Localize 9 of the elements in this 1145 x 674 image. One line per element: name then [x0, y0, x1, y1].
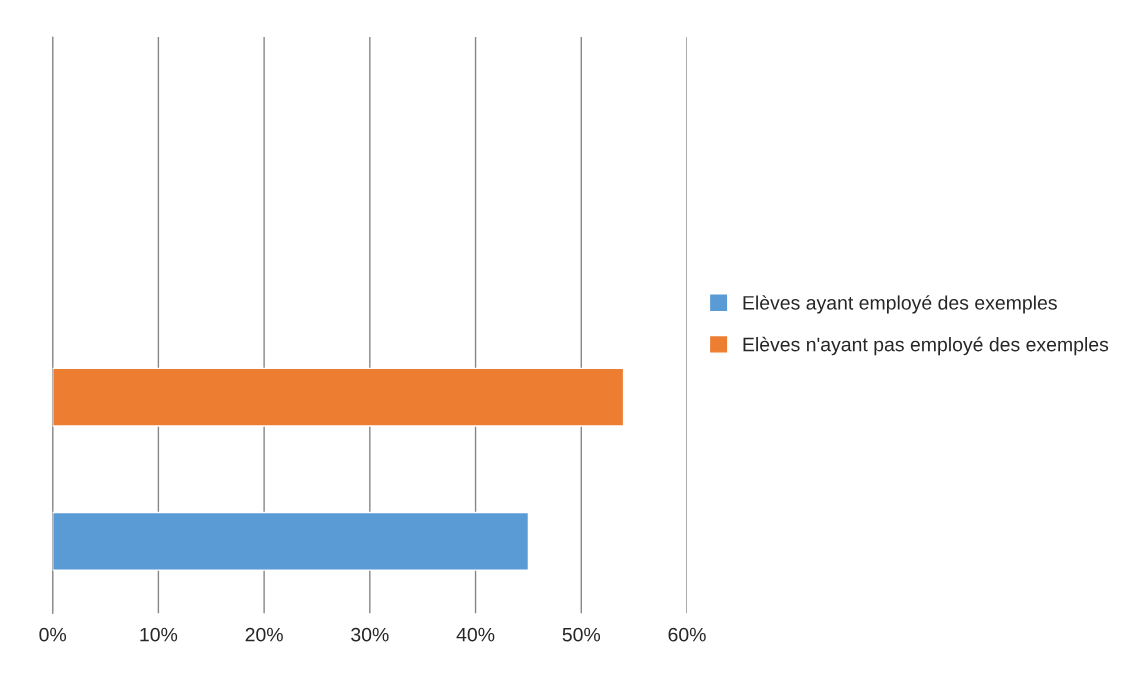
x-tick-label: 20%: [245, 627, 283, 642]
legend-label: Elèves n'ayant pas employé des exemples: [743, 336, 1109, 356]
legend-label: Elèves ayant employé des exemples: [743, 295, 1057, 314]
x-tick-label: 60%: [668, 627, 706, 642]
x-tick-label: 10%: [140, 627, 178, 642]
x-tick-label: 30%: [351, 627, 389, 642]
x-tick-label: 40%: [456, 627, 495, 642]
x-tick-label: 50%: [562, 627, 601, 642]
x-tick-label: 0%: [39, 627, 67, 642]
